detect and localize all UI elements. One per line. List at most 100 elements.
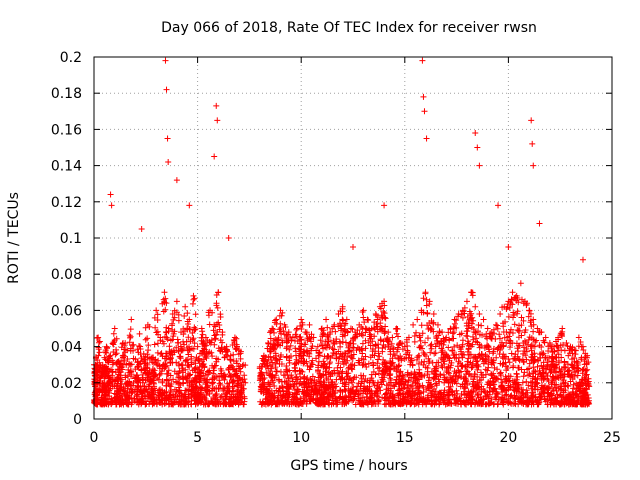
data-point [287, 342, 294, 349]
data-point [217, 365, 224, 372]
data-point [336, 320, 343, 327]
data-point [358, 331, 365, 338]
y-tick-label: 0.16 [51, 122, 82, 138]
data-point [155, 376, 162, 383]
data-point [219, 339, 226, 346]
data-point [355, 391, 362, 398]
data-point [375, 356, 382, 363]
data-point [317, 337, 324, 344]
data-point [421, 372, 428, 379]
x-tick-label: 0 [90, 430, 99, 446]
data-point [569, 356, 576, 363]
y-axis-label: ROTI / TECUs [6, 192, 22, 284]
data-point [518, 314, 525, 321]
data-point [191, 340, 198, 347]
data-point [218, 344, 225, 351]
data-point [584, 366, 591, 373]
data-point [331, 340, 338, 347]
data-point [237, 355, 244, 362]
data-point [464, 348, 471, 355]
data-point [430, 375, 437, 382]
data-point [339, 351, 346, 358]
data-point [564, 361, 571, 368]
data-point [124, 373, 131, 380]
data-point [530, 328, 537, 335]
data-point [568, 346, 575, 353]
data-point [363, 363, 370, 370]
x-tick-label: 25 [603, 430, 621, 446]
data-point [311, 382, 318, 389]
data-point [465, 355, 472, 362]
data-point [474, 366, 481, 373]
data-point [324, 324, 331, 331]
data-point [260, 376, 267, 383]
data-point [458, 311, 465, 318]
data-point [564, 343, 571, 350]
data-point [374, 360, 381, 367]
data-point [342, 320, 349, 327]
data-point [154, 340, 161, 347]
data-point [485, 364, 492, 371]
data-point [190, 335, 197, 342]
data-point [110, 330, 117, 337]
data-point [525, 382, 532, 389]
data-point [557, 342, 564, 349]
data-point [349, 361, 356, 368]
data-point [432, 380, 439, 387]
data-point [142, 336, 149, 343]
data-point [241, 372, 248, 379]
y-tick-label: 0.04 [51, 340, 82, 356]
chart-title: Day 066 of 2018, Rate Of TEC Index for r… [161, 20, 537, 36]
data-point [523, 348, 530, 355]
data-point [426, 374, 433, 381]
y-tick-label: 0.2 [60, 50, 82, 66]
data-point [293, 373, 300, 380]
data-point [360, 361, 367, 368]
data-point [347, 362, 354, 369]
data-point [313, 347, 320, 354]
data-point [273, 368, 280, 375]
data-point [190, 345, 197, 352]
data-point [208, 349, 215, 356]
data-point [489, 388, 496, 395]
data-point [554, 342, 561, 349]
data-point [471, 353, 478, 360]
data-point [536, 367, 543, 374]
data-point [579, 370, 586, 377]
data-point [580, 366, 587, 373]
data-point [577, 339, 584, 346]
data-point [501, 392, 508, 399]
data-point [413, 329, 420, 336]
data-point [445, 369, 452, 376]
data-points [91, 57, 593, 408]
data-point [199, 331, 206, 338]
grid-lines [94, 57, 612, 419]
data-point [420, 362, 427, 369]
data-point [477, 393, 484, 400]
data-point [482, 371, 489, 378]
y-tick-label: 0.08 [51, 267, 82, 283]
data-point [371, 319, 378, 326]
data-point [455, 367, 462, 374]
data-point [505, 313, 512, 320]
data-point [491, 364, 498, 371]
data-point [361, 383, 368, 390]
data-point [309, 357, 316, 364]
data-point [157, 370, 164, 377]
data-point [210, 327, 217, 334]
data-point [432, 343, 439, 350]
data-point [265, 390, 272, 397]
data-point [375, 396, 382, 403]
data-point [101, 354, 108, 361]
data-point [198, 367, 205, 374]
data-point [342, 339, 349, 346]
y-tick-label: 0.18 [51, 86, 82, 102]
data-point [151, 341, 158, 348]
data-point [239, 376, 246, 383]
data-point [95, 339, 102, 346]
data-point [362, 329, 369, 336]
data-point [297, 323, 304, 330]
data-point [186, 343, 193, 350]
data-point [547, 369, 554, 376]
data-point [173, 371, 180, 378]
